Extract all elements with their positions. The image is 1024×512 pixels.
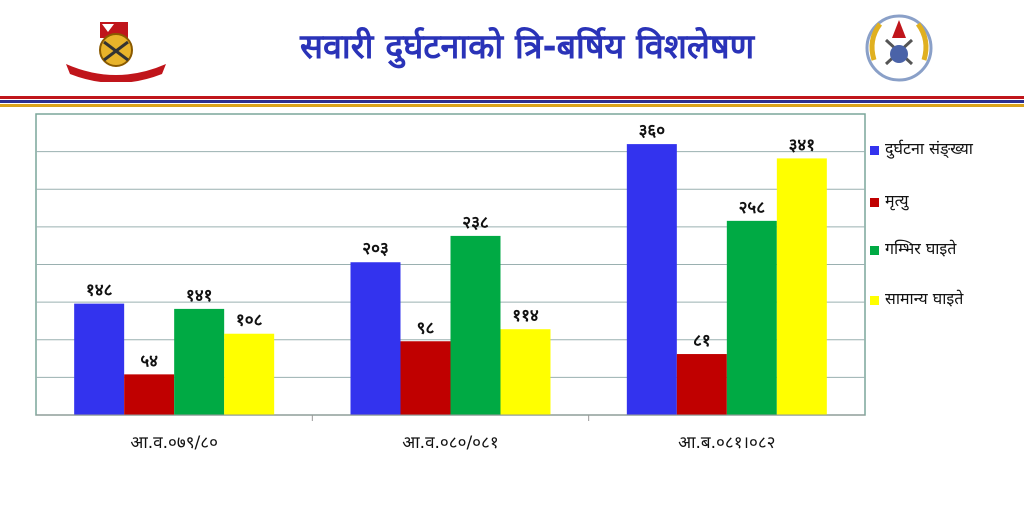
data-label: १४१	[186, 286, 213, 306]
legend-label: सामान्य घाइते	[885, 289, 964, 308]
data-label: ८१	[693, 331, 711, 351]
data-label: १४८	[86, 281, 113, 301]
bar	[626, 144, 677, 415]
legend-item: दुर्घटना संङ्ख्या	[870, 138, 1005, 160]
header-stripes	[0, 96, 1024, 110]
legend-item: गम्भिर घाइते	[870, 238, 1005, 260]
bar-chart: १४८ ५४ १४१ १०८ २०३ ९८ २३८ ११४ ३६० ८१ २५८ ३४१ आ.व.०७…	[35, 113, 866, 453]
traffic-police-emblem-icon	[865, 14, 933, 82]
legend-swatch	[870, 198, 879, 207]
legend-item: मृत्यु	[870, 190, 1005, 212]
bar	[224, 333, 275, 415]
bar	[776, 158, 827, 415]
x-tick-label: आ.व.०८०/०८१	[402, 433, 498, 453]
legend-label: गम्भिर घाइते	[885, 239, 957, 258]
bar	[726, 220, 777, 415]
data-label: ३६०	[639, 121, 666, 141]
legend-swatch	[870, 246, 879, 255]
legend-label: मृत्यु	[885, 191, 909, 210]
data-label: ३४१	[789, 135, 816, 155]
data-label: ५४	[140, 351, 158, 371]
data-label: १०८	[236, 311, 263, 331]
bar	[74, 303, 125, 415]
slide-title: सवारी दुर्घटनाको त्रि-बर्षिय विशलेषण	[300, 27, 755, 67]
x-tick-label: आ.व.०७९/८०	[130, 433, 218, 453]
bar	[400, 341, 451, 415]
bar	[350, 262, 401, 415]
bar	[124, 374, 175, 415]
bar	[676, 354, 727, 415]
bar	[174, 308, 225, 415]
data-label: ९८	[417, 318, 435, 338]
data-label: ११४	[512, 306, 539, 326]
bar	[450, 235, 501, 415]
legend-label: दुर्घटना संङ्ख्या	[885, 139, 973, 158]
x-tick-label: आ.ब.०८१।०८२	[678, 433, 775, 453]
legend-swatch	[870, 296, 879, 305]
legend-swatch	[870, 146, 879, 155]
legend-item: सामान्य घाइते	[870, 288, 1005, 310]
data-label: २०३	[362, 239, 389, 259]
slide-header: सवारी दुर्घटनाको त्रि-बर्षिय विशलेषण	[0, 0, 1024, 100]
data-label: २३८	[462, 213, 489, 233]
bar	[500, 329, 551, 415]
nepal-police-emblem-icon	[66, 22, 166, 82]
data-label: २५८	[739, 198, 766, 218]
